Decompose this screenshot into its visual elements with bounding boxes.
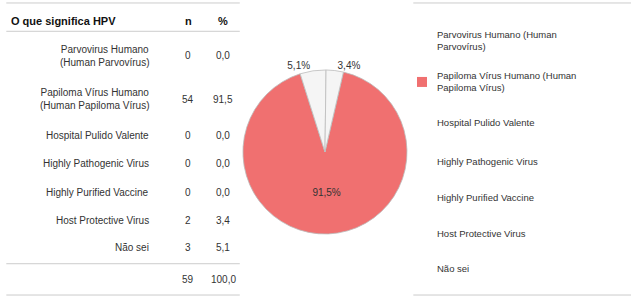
svg-text:0: 0 bbox=[185, 158, 191, 169]
svg-text:2: 2 bbox=[185, 215, 191, 226]
svg-text:Parvovirus Humano (HumanParvov: Parvovirus Humano (HumanParvovírus) bbox=[437, 29, 557, 52]
svg-text:0,0: 0,0 bbox=[216, 158, 230, 169]
svg-text:O que significa HPV: O que significa HPV bbox=[11, 15, 116, 27]
svg-text:91,5: 91,5 bbox=[213, 94, 233, 105]
svg-text:0: 0 bbox=[185, 187, 191, 198]
svg-text:0,0: 0,0 bbox=[216, 187, 230, 198]
svg-text:54: 54 bbox=[182, 94, 194, 105]
svg-text:Highly Purified Vaccine: Highly Purified Vaccine bbox=[437, 192, 534, 203]
svg-text:Host Protective Virus: Host Protective Virus bbox=[437, 228, 526, 239]
svg-text:0: 0 bbox=[185, 50, 191, 61]
svg-text:%: % bbox=[218, 15, 228, 27]
svg-text:Papiloma Vírus Humano(Human Pa: Papiloma Vírus Humano(Human Papiloma Vír… bbox=[40, 87, 149, 111]
svg-text:100,0: 100,0 bbox=[211, 274, 236, 285]
svg-text:Highly Pathogenic Virus: Highly Pathogenic Virus bbox=[43, 158, 149, 169]
svg-text:0,0: 0,0 bbox=[216, 130, 230, 141]
svg-text:Não sei: Não sei bbox=[115, 242, 149, 253]
svg-text:Highly Pathogenic Virus: Highly Pathogenic Virus bbox=[437, 156, 538, 167]
svg-text:5,1%: 5,1% bbox=[287, 60, 310, 71]
svg-text:5,1: 5,1 bbox=[216, 242, 230, 253]
svg-text:3: 3 bbox=[185, 242, 191, 253]
svg-text:Parvovirus Humano(Human Parvov: Parvovirus Humano(Human Parvovírus) bbox=[60, 44, 149, 68]
svg-text:Não sei: Não sei bbox=[437, 263, 469, 274]
svg-text:59: 59 bbox=[182, 274, 194, 285]
svg-text:0: 0 bbox=[185, 130, 191, 141]
svg-text:Highly Purified Vaccine: Highly Purified Vaccine bbox=[46, 187, 149, 198]
svg-text:91,5%: 91,5% bbox=[312, 187, 340, 198]
svg-text:0,0: 0,0 bbox=[216, 50, 230, 61]
svg-text:Papiloma Vírus Humano (HumanPa: Papiloma Vírus Humano (HumanPapiloma Vír… bbox=[437, 70, 576, 93]
svg-text:3,4%: 3,4% bbox=[338, 60, 361, 71]
svg-text:Hospital Pulido Valente: Hospital Pulido Valente bbox=[437, 117, 535, 128]
svg-text:n: n bbox=[185, 15, 192, 27]
svg-text:3,4: 3,4 bbox=[216, 215, 230, 226]
svg-text:Host Protective Virus: Host Protective Virus bbox=[56, 215, 149, 226]
svg-text:Hospital Pulido Valente: Hospital Pulido Valente bbox=[46, 130, 149, 141]
